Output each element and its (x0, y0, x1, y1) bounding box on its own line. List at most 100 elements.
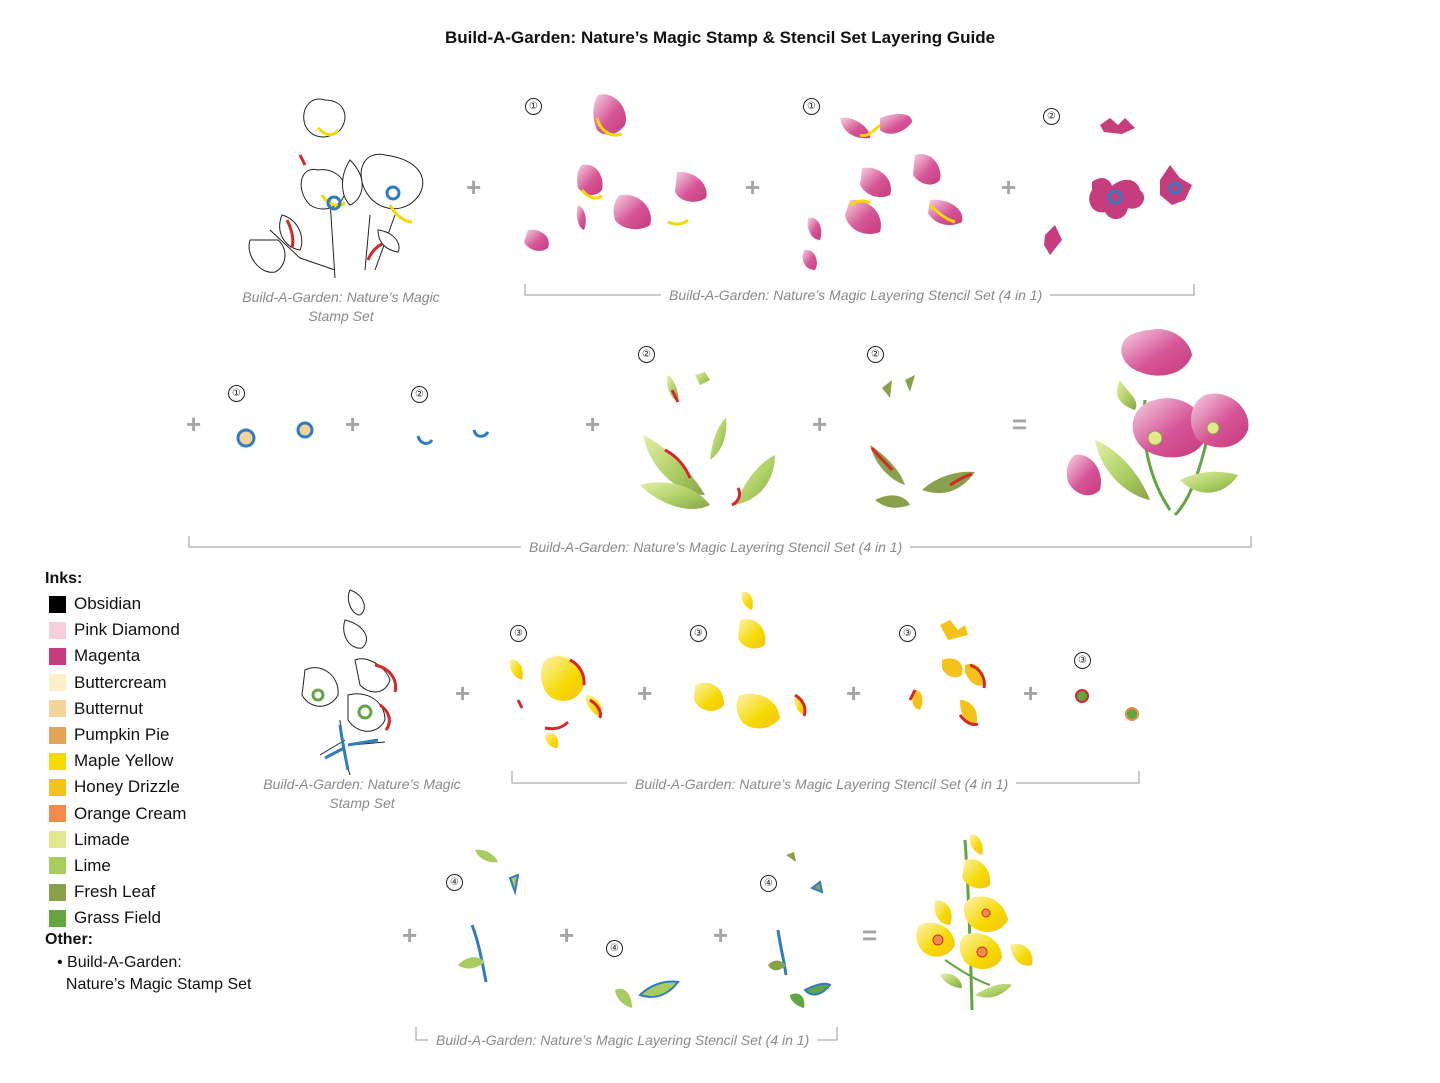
ink-swatch (49, 595, 66, 613)
ink-item: Grass Field (45, 905, 251, 931)
ink-item: Pink Diamond (45, 617, 251, 643)
caption-stamp-set-1: Build-A-Garden: Nature’s Magic Stamp Set (242, 289, 440, 324)
ink-name: Fresh Leaf (74, 882, 156, 902)
ink-name: Buttercream (74, 672, 167, 692)
ink-swatch (49, 752, 66, 770)
caption-stencil-set-row4: Build-A-Garden: Nature’s Magic Layering … (428, 1032, 818, 1048)
step-number: ③ (510, 625, 527, 642)
stencil-layer-1a (524, 94, 707, 251)
plus-sign: + (1001, 172, 1017, 202)
plus-sign: + (745, 172, 761, 202)
ink-swatch (49, 883, 66, 901)
stamp-outline-flower-2 (301, 589, 391, 776)
ink-name: Butternut (74, 698, 143, 718)
plus-sign: + (1023, 678, 1039, 708)
step-number: ① (228, 385, 245, 402)
step-number: ④ (606, 940, 623, 957)
plus-sign: + (812, 409, 828, 439)
ink-item: Butternut (45, 696, 251, 722)
other-item-line1: Build-A-Garden: (67, 954, 182, 972)
stencil-layer-4a (458, 849, 680, 1008)
caption-stencil-set-row2: Build-A-Garden: Nature’s Magic Layering … (521, 539, 911, 555)
result-pink-flower (1066, 329, 1249, 517)
step-number: ④ (760, 875, 777, 892)
ink-swatch (49, 700, 66, 718)
step-number: ② (867, 346, 884, 363)
ink-swatch (49, 831, 66, 849)
stamp-outline-flower-1 (248, 98, 424, 279)
stencil-centres-2a (236, 421, 314, 448)
stencil-accent-1c (1107, 181, 1182, 205)
ink-name: Obsidian (74, 594, 142, 614)
step-number: ③ (690, 625, 707, 642)
plus-sign: + (345, 409, 361, 439)
ink-swatch (49, 805, 66, 823)
step-number: ① (803, 98, 820, 115)
stencil-layer-4b (768, 852, 832, 1008)
caption-stencil-set-row3: Build-A-Garden: Nature’s Magic Layering … (627, 776, 1017, 792)
ink-swatch (49, 674, 66, 692)
stencil-layer-3c (912, 620, 984, 725)
ink-item: Maple Yellow (45, 748, 251, 774)
plus-sign: + (585, 409, 601, 439)
stencil-centres-2b (416, 429, 490, 445)
ink-name: Grass Field (74, 908, 161, 928)
ink-item: Pumpkin Pie (45, 722, 251, 748)
stencil-accent-3b (794, 693, 807, 717)
ink-item: Buttercream (45, 670, 251, 696)
plus-sign: + (466, 172, 482, 202)
result-yellow-flower (916, 834, 1033, 1011)
stamp-accent-marks-1 (285, 126, 413, 261)
ink-name: Honey Drizzle (74, 777, 180, 797)
stencil-layer-1c (1044, 118, 1192, 255)
plus-sign: + (559, 920, 575, 950)
stencil-accent-2a (664, 389, 742, 507)
stencil-leaves-2a (640, 372, 775, 509)
page-title: Build-A-Garden: Nature’s Magic Stamp & S… (444, 28, 996, 47)
ink-swatch (49, 726, 66, 744)
ink-name: Magenta (74, 646, 141, 666)
ink-item: Fresh Leaf (45, 879, 251, 905)
stencil-accent-3c (908, 663, 986, 726)
ink-name: Maple Yellow (74, 751, 174, 771)
ink-item: Limade (45, 827, 251, 853)
stencil-layer-3b (694, 591, 806, 729)
inks-heading: Inks: (45, 570, 83, 587)
ink-item: Honey Drizzle (45, 774, 251, 800)
ink-swatch (49, 621, 66, 639)
equals-sign: = (1012, 409, 1028, 439)
stencil-accent-2b (870, 447, 973, 487)
step-number: ② (1043, 108, 1060, 125)
ink-legend: Inks: Obsidian Pink Diamond Magenta Butterc… (45, 570, 251, 996)
other-item-line2: Nature’s Magic Stamp Set (65, 976, 252, 994)
ink-name: Pumpkin Pie (74, 725, 170, 745)
plus-sign: + (186, 409, 202, 439)
ink-item: Magenta (45, 643, 251, 669)
step-number: ② (638, 346, 655, 363)
plus-sign: + (846, 678, 862, 708)
ink-item: Lime (45, 853, 251, 879)
step-number: ① (525, 98, 542, 115)
ink-swatch (49, 647, 66, 665)
ink-name: Limade (74, 829, 130, 849)
step-number: ③ (1074, 652, 1091, 669)
caption-stamp-set-2: Build-A-Garden: Nature’s Magic Stamp Set (263, 776, 461, 811)
plus-sign: + (455, 678, 471, 708)
stencil-leaves-2b (870, 375, 975, 508)
ink-swatch (49, 909, 66, 927)
ink-swatch (49, 778, 66, 796)
stencil-layer-3d (1075, 689, 1139, 721)
stencil-accent-1a (580, 117, 689, 226)
ink-name: Pink Diamond (74, 620, 180, 640)
equals-sign: = (862, 920, 878, 950)
ink-name: Orange Cream (74, 803, 187, 823)
stamp-accent-marks-2 (311, 663, 398, 771)
ink-name: Lime (74, 855, 111, 875)
ink-swatch (49, 857, 66, 875)
ink-list: Obsidian Pink Diamond Magenta Buttercream Bu… (45, 591, 251, 931)
other-item: • Build-A-Garden: Nature’s Magic Stamp S… (57, 954, 252, 994)
step-number: ④ (446, 874, 463, 891)
stencil-layer-1b (802, 113, 963, 270)
stencil-accent-3a (516, 658, 602, 731)
